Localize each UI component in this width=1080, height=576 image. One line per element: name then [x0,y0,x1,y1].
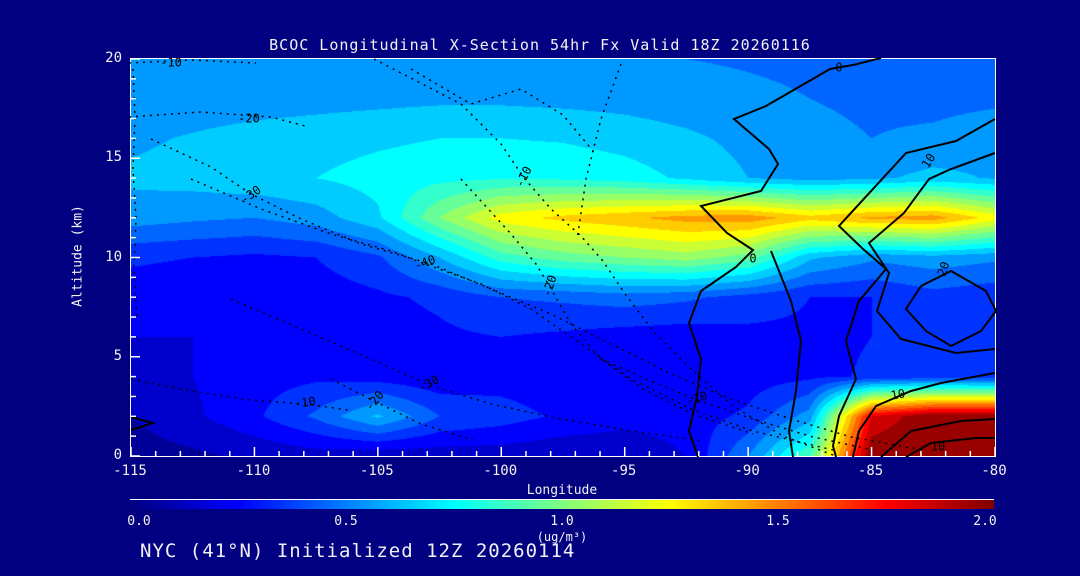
svg-text:-40: -40 [412,252,437,273]
svg-text:-20: -20 [238,112,260,126]
footer-run-info: NYC (41°N) Initialized 12Z 20260114 [140,540,576,562]
x-tick-label: -100 [483,463,518,479]
plot-area: -10 -20 -30 -10 -40 -20 -30 -10 -20 -10 0 0 10 20 10 10 [128,56,998,458]
y-tick-label: 20 [105,50,122,66]
svg-text:10: 10 [919,151,939,171]
svg-text:0: 0 [749,252,756,266]
x-tick-label: -90 [734,463,760,479]
svg-text:10: 10 [890,386,907,402]
x-tick-label: -85 [857,463,884,479]
svg-text:-10: -10 [293,394,316,411]
x-tick-label: -105 [359,463,394,479]
svg-text:-20: -20 [362,388,387,414]
colorbar-tick-label: 1.0 [550,514,574,529]
svg-text:-20: -20 [540,273,560,298]
colorbar-gradient [130,500,994,509]
y-tick-label: 0 [113,447,122,463]
colorbar-tick-label: 2.0 [973,514,997,529]
plot-title: BCOC Longitudinal X-Section 54hr Fx Vali… [269,36,811,54]
colorbar-tick-label: 0.5 [334,514,358,529]
y-tick-label: 5 [113,347,122,364]
x-tick-label: -110 [236,463,271,479]
svg-text:-10: -10 [512,164,535,190]
x-tick-label: -95 [611,463,637,479]
y-tick-label: 10 [105,248,122,265]
svg-text:-10: -10 [160,56,182,70]
svg-text:10: 10 [931,440,945,454]
y-tick-label: 15 [105,149,122,166]
x-tick-label: -80 [981,463,1007,479]
colorbar-tick-label: 1.5 [766,514,790,529]
colorbar-tick-label: 0.0 [127,514,151,529]
svg-text:20: 20 [934,260,952,278]
svg-text:-30: -30 [238,183,264,207]
x-axis-label: Longitude [526,483,598,498]
y-axis-label: Altitude (km) [70,205,86,307]
colorbar-units: (ug/m³) [536,530,588,544]
svg-text:-10: -10 [684,389,709,409]
svg-text:-30: -30 [416,372,442,395]
svg-text:0: 0 [835,61,842,75]
contour-overlay: -10 -20 -30 -10 -40 -20 -30 -10 -20 -10 0 0 10 20 10 10 [128,56,998,458]
x-tick-label: -115 [113,463,147,479]
colorbar [130,499,994,510]
